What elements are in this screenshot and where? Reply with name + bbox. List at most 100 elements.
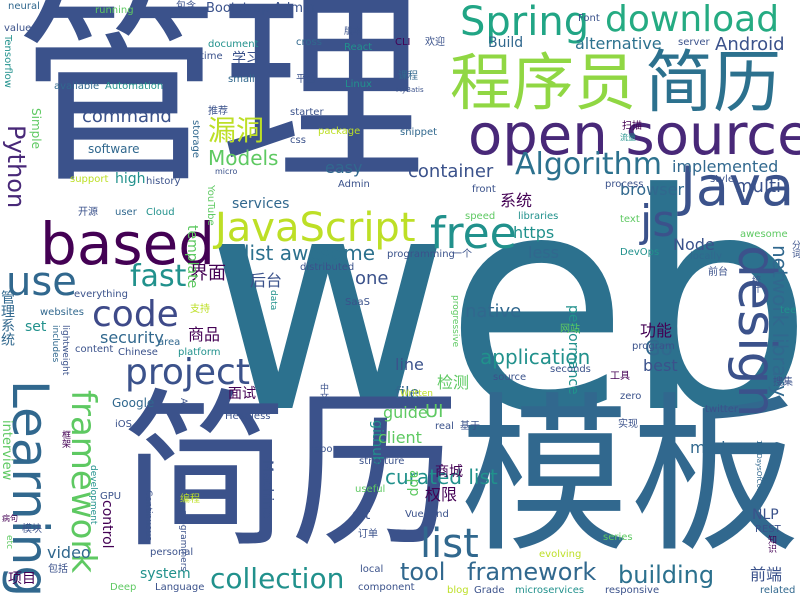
word-framework-bottom: framework — [467, 558, 597, 586]
word-set: set — [25, 319, 47, 335]
word-development: development — [88, 465, 98, 525]
word-simple: Simple — [29, 108, 43, 149]
word-server: server — [678, 37, 710, 48]
word-software: software — [88, 142, 140, 156]
word-chengxuyuan: 程序员 — [450, 46, 637, 119]
word-tee: tee — [780, 305, 797, 316]
word-css: css — [290, 135, 306, 146]
word-seconds: seconds — [550, 364, 591, 375]
word-programmers: programmers — [178, 510, 188, 572]
word-high: high — [115, 171, 146, 187]
word-wangzhan: 网站 — [560, 324, 580, 335]
word-souji: 搜集 — [773, 377, 793, 388]
word-shangcheng: 商城 — [435, 464, 463, 480]
word-code: code — [92, 294, 179, 335]
word-style: style — [710, 174, 734, 185]
word-chinese: Chinese — [118, 347, 158, 358]
word-small: small — [228, 74, 255, 85]
word-document: document — [208, 39, 259, 50]
word-easy: easy — [325, 158, 363, 177]
word-language: Language — [155, 582, 205, 593]
word-progressive: progressive — [450, 295, 460, 348]
word-xitong: 系统 — [500, 191, 533, 210]
word-muban: 模板 — [460, 378, 800, 576]
word-learning: Learning — [1, 380, 59, 598]
word-related: related — [760, 585, 796, 596]
word-qianduan: 前端 — [750, 565, 783, 584]
word-app: app — [406, 470, 422, 497]
word-fast: fast — [130, 259, 187, 294]
word-houtai: 后台 — [250, 271, 283, 290]
word-qiantai: 前台 — [708, 267, 728, 278]
word-cloud: Cloud — [146, 207, 175, 218]
word-kaiyuan: 开源 — [78, 207, 98, 218]
word-platform: platform — [178, 347, 221, 358]
word-line: line — [395, 355, 424, 374]
word-repo: repo — [310, 444, 333, 455]
word-java: Java — [680, 155, 795, 218]
word-front: front — [472, 184, 496, 195]
word-project: project — [125, 352, 250, 393]
word-open-source: open source — [468, 103, 800, 168]
word-guanli: 管理 — [15, 0, 425, 211]
word-guide: guide — [383, 403, 428, 422]
word-support: support — [70, 174, 109, 185]
word-youtube: YouTube — [205, 185, 216, 226]
word-cross: cross — [296, 37, 322, 48]
word-interview: interview — [0, 420, 14, 481]
word-github: github — [369, 420, 385, 465]
word-android: Android — [715, 34, 785, 55]
word-nlp: NLP — [752, 507, 779, 523]
word-source: source — [493, 372, 527, 383]
word-quanxian: 权限 — [425, 485, 458, 504]
word-100daysofcode: 100DaysOfCode — [755, 440, 763, 497]
word-real: real — [435, 421, 454, 432]
word-local: local — [360, 564, 384, 575]
word-javascript: JavaScript — [215, 205, 416, 251]
word-baokuo: 包括 — [48, 564, 68, 575]
word-vue: Vue — [405, 509, 424, 520]
word-blog: blog — [447, 585, 469, 596]
word-websites: websites — [40, 307, 84, 318]
word-structure: structure — [359, 456, 405, 467]
word-bootstrap-admin: Bootstrap Admin — [206, 1, 315, 16]
word-mokuai: 模块 — [22, 524, 42, 535]
word-template: template — [184, 225, 200, 289]
word-jiyu: 基于 — [460, 421, 480, 432]
word-area: area — [158, 337, 181, 348]
word-program: program — [632, 341, 675, 352]
word-services: services — [232, 196, 290, 212]
word-bingju: 病句 — [2, 514, 18, 523]
word-spring: Spring — [460, 0, 590, 45]
word-tensorflow: Tensorflow — [2, 35, 13, 88]
word-user: user — [115, 207, 137, 218]
word-framework-left: framework — [63, 390, 103, 574]
word-list-awesome: list awesome — [244, 241, 376, 265]
word-kecheng: 课程 — [398, 71, 418, 82]
word-https: https — [513, 223, 555, 242]
word-cli: CLI — [395, 37, 411, 48]
word-ui: UI — [425, 401, 444, 422]
word-saomiao: 扫描 — [622, 121, 642, 132]
word-liuliang: 流量 — [620, 133, 636, 142]
word-kuangjia: 框架 — [60, 430, 70, 448]
word-value: value — [4, 23, 32, 34]
word-jiemian: 界面 — [190, 263, 226, 284]
word-etc: etc — [4, 535, 14, 550]
word-content: content — [75, 344, 114, 355]
word-history: history — [146, 176, 181, 187]
word-git: git — [352, 507, 371, 523]
word-js: js — [640, 196, 676, 247]
word-gongneng: 功能 — [640, 321, 673, 340]
word-zhishi: 知识 — [766, 535, 776, 553]
word-tongji: 统计 — [750, 275, 760, 293]
word-jianli-large: 简历 — [120, 374, 461, 572]
word-video: video — [47, 543, 91, 562]
word-network-library: network library — [768, 245, 792, 397]
word-based: based — [40, 210, 216, 278]
word-curated-list: curated list — [385, 465, 498, 489]
word-modern: modern — [690, 438, 752, 457]
word-huanying: 欢迎 — [425, 37, 445, 48]
word-container: container — [408, 161, 494, 182]
word-command: command — [82, 106, 172, 127]
